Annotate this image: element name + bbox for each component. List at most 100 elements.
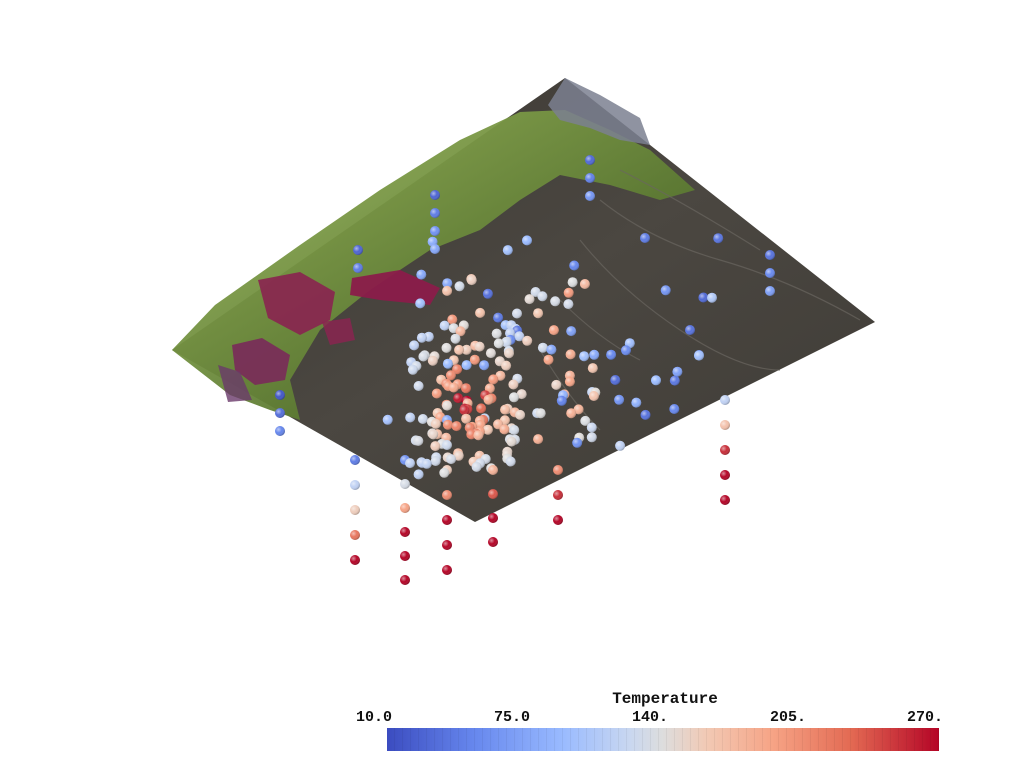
temperature-point: [415, 298, 426, 309]
temperature-point: [550, 296, 561, 307]
temperature-colorbar: Temperature 10.0 75.0 140. 205. 270.: [340, 690, 980, 760]
temperature-point: [353, 263, 363, 273]
temperature-point: [350, 480, 360, 490]
temperature-point: [553, 490, 563, 500]
temperature-point: [546, 344, 557, 355]
temperature-point: [488, 374, 499, 385]
temperature-point: [713, 233, 724, 244]
temperature-point: [441, 342, 452, 353]
temperature-point: [504, 348, 514, 359]
temperature-point: [442, 440, 452, 450]
temperature-point: [694, 350, 704, 361]
temperature-point: [400, 503, 410, 513]
temperature-point: [350, 505, 360, 515]
temperature-point: [585, 191, 595, 201]
temperature-point: [586, 432, 597, 443]
temperature-point: [514, 331, 525, 342]
temperature-point: [473, 430, 484, 441]
temperature-point: [421, 458, 432, 469]
temperature-point: [493, 338, 504, 349]
temperature-point: [614, 394, 625, 405]
temperature-point: [413, 381, 424, 391]
temperature-point: [615, 440, 626, 451]
temperature-point: [442, 540, 452, 550]
rock-outcrop-5: [218, 365, 252, 402]
temperature-point: [548, 325, 559, 336]
terrain-scene[interactable]: [0, 0, 1024, 680]
temperature-point: [430, 208, 440, 218]
temperature-point: [537, 291, 548, 302]
temperature-point: [589, 349, 600, 360]
temperature-point: [416, 332, 427, 343]
temperature-point: [512, 308, 522, 319]
temperature-point: [553, 465, 563, 475]
temperature-point: [475, 307, 486, 318]
temperature-point: [461, 344, 472, 355]
temperature-point: [418, 351, 429, 362]
temperature-point: [579, 351, 590, 362]
temperature-point: [588, 391, 599, 401]
temperature-point: [720, 395, 730, 405]
temperature-point: [669, 404, 680, 414]
temperature-point: [407, 364, 418, 375]
colorbar-steps: [387, 728, 939, 751]
temperature-point: [466, 275, 477, 286]
temperature-point: [450, 333, 461, 344]
temperature-point: [502, 245, 513, 256]
temperature-point: [572, 437, 583, 448]
temperature-point: [447, 314, 458, 325]
render-viewport[interactable]: [0, 0, 1024, 680]
temperature-point: [765, 250, 775, 260]
temperature-point: [505, 456, 516, 467]
temperature-point: [537, 342, 548, 353]
temperature-point: [353, 245, 363, 255]
temperature-point: [400, 575, 410, 585]
temperature-point: [515, 409, 526, 420]
temperature-point: [720, 495, 730, 505]
temperature-point: [427, 355, 438, 366]
temperature-point: [579, 279, 590, 289]
temperature-point: [451, 421, 462, 432]
temperature-point: [631, 397, 642, 408]
temperature-point: [651, 375, 661, 386]
temperature-point: [522, 235, 532, 246]
temperature-point: [400, 479, 410, 489]
colorbar-tick-max: 270.: [907, 709, 944, 726]
colorbar-title: Temperature: [612, 690, 718, 708]
temperature-point: [660, 285, 671, 296]
temperature-point: [493, 312, 504, 323]
temperature-point: [413, 469, 424, 480]
temperature-point: [442, 490, 452, 500]
temperature-point: [606, 349, 617, 360]
temperature-point: [491, 328, 502, 339]
temperature-point: [469, 354, 480, 365]
temperature-point: [476, 403, 487, 414]
temperature-point: [585, 173, 595, 183]
colorbar-gradient: [387, 728, 939, 751]
temperature-point: [669, 375, 680, 386]
temperature-point: [430, 456, 441, 466]
temperature-point: [621, 345, 631, 356]
temperature-point: [430, 441, 441, 452]
temperature-point: [439, 467, 450, 478]
temperature-point: [640, 233, 650, 243]
temperature-point: [522, 335, 533, 346]
temperature-point: [453, 450, 464, 461]
temperature-point: [382, 414, 393, 425]
temperature-point: [485, 348, 496, 359]
temperature-point: [442, 278, 453, 289]
temperature-point: [564, 376, 575, 387]
temperature-point: [720, 420, 730, 430]
temperature-point: [400, 527, 410, 537]
temperature-point: [442, 565, 452, 575]
temperature-point: [275, 390, 285, 400]
temperature-point: [400, 551, 410, 561]
temperature-point: [474, 341, 485, 352]
temperature-point: [499, 424, 510, 435]
temperature-point: [508, 379, 519, 390]
rock-outcrop-1: [258, 272, 335, 335]
summit-rock: [548, 78, 650, 145]
temperature-point: [573, 404, 584, 415]
temperature-point: [442, 400, 453, 411]
temperature-point: [479, 360, 490, 371]
